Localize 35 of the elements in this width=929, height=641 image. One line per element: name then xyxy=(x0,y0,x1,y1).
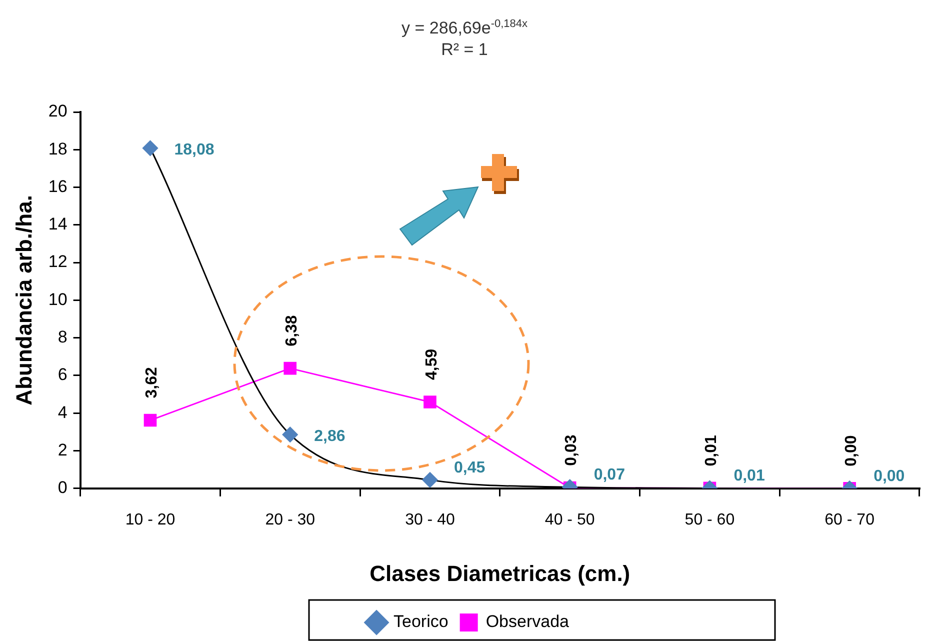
legend-label: Teorico xyxy=(394,612,448,632)
text: y = 286,69e$^{-0,184x}$ xyxy=(400,17,529,39)
y-tick-label: 6 xyxy=(58,365,68,384)
x-axis-title: Clases Diametricas (cm.) xyxy=(370,560,630,586)
y-tick-label: 14 xyxy=(48,214,68,234)
y-tick-label: 12 xyxy=(48,252,68,272)
legend-label: Observada xyxy=(486,612,570,632)
y-tick-label: 10 xyxy=(48,290,68,309)
data-label: 0,00 xyxy=(842,435,860,466)
y-tick-label: 18 xyxy=(48,139,68,158)
data-label: 2,86 xyxy=(314,428,346,445)
text: R² = 1 xyxy=(440,38,489,60)
y-tick-label: 20 xyxy=(48,102,68,121)
data-label: 6,38 xyxy=(284,315,301,346)
x-tick-label: 10 - 20 xyxy=(125,511,176,528)
data-label: 4,59 xyxy=(423,348,440,380)
data-label: 0,01 xyxy=(734,468,765,485)
x-tick-label: 30 - 40 xyxy=(405,511,455,528)
data-label: 0,07 xyxy=(594,466,626,484)
data-label: 18,08 xyxy=(174,142,214,159)
data-label: 0,45 xyxy=(454,459,486,476)
x-tick-label: 20 - 30 xyxy=(265,511,316,528)
data-label: 3,62 xyxy=(144,367,161,398)
data-label: 0,01 xyxy=(703,434,720,466)
y-tick-label: 0 xyxy=(58,478,68,498)
data-label: 0,00 xyxy=(874,468,905,485)
y-tick-label: 2 xyxy=(58,440,68,460)
y-axis-title: Abundancia arb./ha. xyxy=(11,195,36,406)
y-tick-label: 8 xyxy=(58,328,68,347)
x-tick-label: 60 - 70 xyxy=(824,511,875,528)
y-tick-label: 4 xyxy=(58,402,68,422)
x-tick-label: 50 - 60 xyxy=(684,511,735,528)
data-label: 0,03 xyxy=(563,434,580,466)
y-tick-label: 16 xyxy=(48,176,68,196)
x-tick-label: 40 - 50 xyxy=(544,511,595,528)
